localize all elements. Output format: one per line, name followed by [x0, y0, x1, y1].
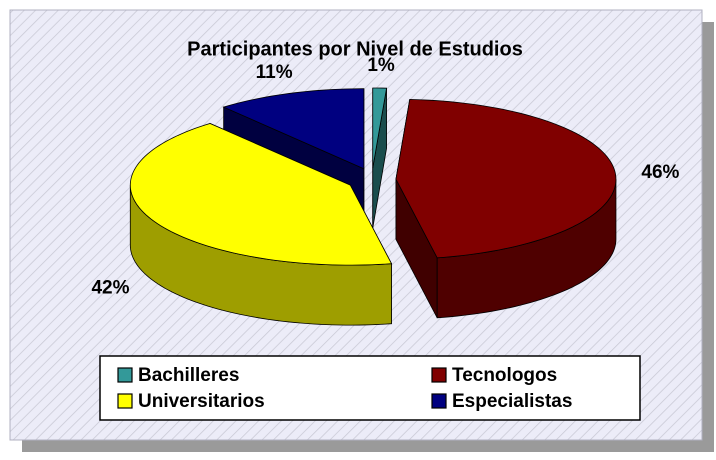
legend-swatch	[431, 367, 447, 383]
slice-top	[395, 98, 617, 259]
data-label: 1%	[367, 55, 395, 76]
slice-top	[222, 88, 365, 170]
legend-swatch	[431, 393, 447, 409]
pie-slice	[372, 87, 388, 229]
legend-swatch	[117, 393, 133, 409]
legend-label: Tecnologos	[452, 365, 557, 386]
data-label: 42%	[91, 278, 129, 299]
legend-swatch	[117, 367, 133, 383]
slice-top	[129, 123, 393, 266]
chart-title: Participantes por Nivel de Estudios	[187, 38, 523, 60]
data-label: 11%	[256, 62, 293, 83]
pie-slice	[129, 122, 393, 326]
legend	[99, 355, 641, 421]
data-label: 46%	[641, 162, 679, 183]
legend-label: Universitarios	[138, 391, 265, 412]
legend-label: Especialistas	[452, 391, 572, 412]
pie-slice	[395, 98, 617, 319]
legend-label: Bachilleres	[138, 365, 239, 386]
slice-top	[372, 87, 388, 169]
